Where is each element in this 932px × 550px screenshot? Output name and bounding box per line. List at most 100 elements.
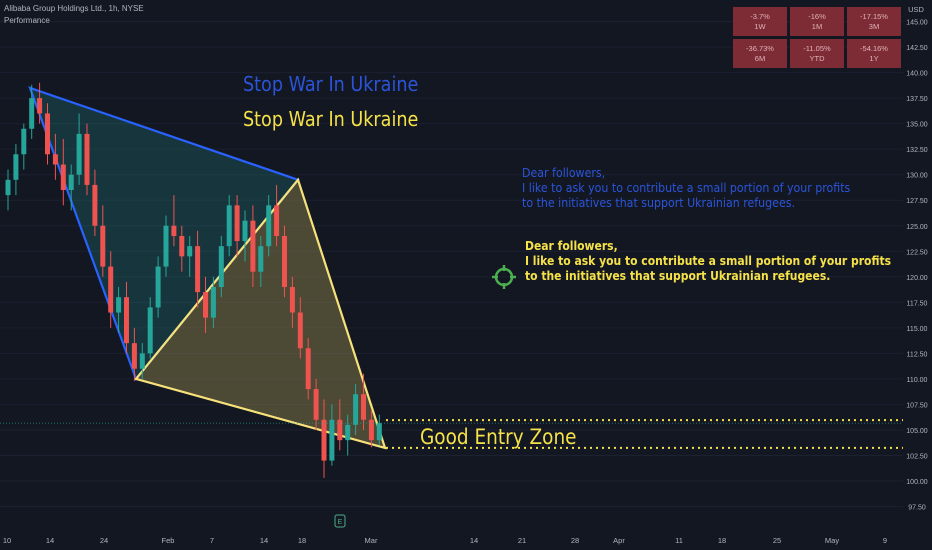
- candle-body: [45, 113, 50, 155]
- price-axis-bg: [903, 0, 932, 550]
- y-tick-label: 132.50: [906, 147, 928, 154]
- candle-body: [195, 246, 201, 293]
- candle-body: [242, 220, 248, 242]
- candle-body: [250, 220, 256, 272]
- candle-body: [289, 287, 295, 313]
- candle-body: [108, 266, 114, 313]
- candle-body: [68, 174, 74, 191]
- candle-body: [139, 353, 145, 369]
- x-tick-label: Mar: [365, 536, 378, 545]
- perf-period: 3M: [868, 21, 880, 31]
- message-yellow-line: to the initiatives that support Ukrainia…: [525, 268, 830, 283]
- candle-body: [147, 307, 153, 354]
- perf-period: 6M: [754, 53, 766, 63]
- perf-value: -17.15%: [860, 11, 888, 21]
- grid: [0, 21, 903, 508]
- indicator-label: Performance: [4, 16, 50, 25]
- x-tick-label: May: [825, 536, 839, 545]
- y-tick-label: 130.00: [906, 173, 928, 180]
- x-tick-label: 14: [260, 536, 268, 545]
- perf-value: -3.7%: [750, 11, 770, 21]
- x-tick-label: 7: [210, 536, 214, 545]
- y-tick-label: 102.50: [906, 453, 928, 460]
- message-blue-line: I like to ask you to contribute a small …: [522, 181, 850, 196]
- candle-body: [92, 184, 98, 226]
- x-tick-label: 9: [883, 536, 887, 545]
- candlesticks: [5, 82, 382, 478]
- candle-body: [266, 205, 272, 247]
- y-tick-label: 110.00: [907, 377, 928, 384]
- candle-body: [13, 154, 19, 180]
- y-tick-label: 142.50: [906, 45, 928, 52]
- perf-cell: -17.15% 3M: [847, 7, 901, 36]
- x-tick-label: 25: [773, 536, 781, 545]
- candle-body: [345, 424, 351, 441]
- y-tick-label: 125.00: [906, 224, 928, 231]
- x-tick-label: 18: [298, 536, 306, 545]
- event-marker-icon: [334, 514, 346, 528]
- title-blue: Stop War In Ukraine: [243, 74, 418, 96]
- triangle-patterns: [28, 86, 387, 450]
- perf-cell: -16% 1M: [790, 7, 844, 36]
- perf-period: 1M: [811, 21, 823, 31]
- candle-body: [60, 164, 66, 191]
- candle-body: [313, 389, 319, 420]
- perf-cell: -11.05% YTD: [790, 39, 844, 68]
- x-tick-label: 18: [718, 536, 726, 545]
- candle-body: [124, 297, 129, 344]
- candle-body: [329, 419, 335, 461]
- perf-cell: -54.16% 1Y: [847, 39, 901, 68]
- performance-table: -3.7% 1W -16% 1M -17.15% 3M -36.73% 6M -11.0…: [733, 7, 901, 68]
- y-tick-label: 100.00: [906, 479, 928, 486]
- perf-value: -54.16%: [860, 43, 888, 53]
- candle-body: [203, 292, 208, 318]
- title-yellow: Stop War In Ukraine: [243, 109, 418, 131]
- price-axis-unit: USD: [908, 5, 924, 14]
- y-tick-label: 140.00: [906, 71, 928, 78]
- message-yellow-line: I like to ask you to contribute a small …: [525, 253, 891, 268]
- perf-period: 1Y: [869, 53, 879, 63]
- candle-body: [376, 423, 382, 441]
- symbol-title: Alibaba Group Holdings Ltd., 1h, NYSE: [4, 4, 144, 13]
- x-tick-label: 14: [470, 536, 478, 545]
- candle-body: [234, 205, 240, 242]
- message-blue-line: Dear followers,: [522, 166, 605, 181]
- x-tick-label: 28: [571, 536, 579, 545]
- candle-body: [76, 133, 82, 175]
- x-tick-label: Feb: [162, 536, 175, 545]
- y-tick-label: 115.00: [907, 326, 928, 333]
- perf-cell: -36.73% 6M: [733, 39, 787, 68]
- candle-body: [368, 419, 374, 441]
- perf-value: -16%: [808, 11, 826, 21]
- perf-period: YTD: [809, 53, 825, 63]
- candle-body: [297, 312, 303, 349]
- candle-body: [116, 297, 122, 313]
- candle-body: [337, 419, 343, 441]
- candle-body: [218, 246, 224, 288]
- target-icon: [492, 265, 516, 289]
- candle-body: [258, 246, 264, 272]
- x-tick-label: 10: [3, 536, 11, 545]
- y-tick-label: 117.50: [907, 300, 928, 307]
- y-tick-label: 107.50: [906, 402, 928, 409]
- x-tick-label: 11: [675, 536, 683, 545]
- y-tick-label: 137.50: [906, 96, 928, 103]
- event-marker-label: E: [338, 519, 343, 526]
- y-tick-label: 97.50: [908, 505, 926, 512]
- candle-body: [361, 394, 366, 420]
- y-tick-label: 135.00: [906, 122, 928, 129]
- candle-body: [29, 98, 35, 129]
- candle-body: [282, 235, 287, 288]
- message-blue-line: to the initiatives that support Ukrainia…: [522, 196, 795, 211]
- candle-body: [187, 246, 193, 257]
- y-tick-label: 122.50: [906, 249, 928, 256]
- message-yellow-line: Dear followers,: [525, 238, 618, 253]
- candle-body: [163, 225, 169, 267]
- x-tick-label: Apr: [613, 536, 625, 545]
- candle-body: [100, 225, 106, 267]
- y-tick-label: 127.50: [906, 198, 928, 205]
- y-tick-label: 112.50: [907, 351, 928, 358]
- y-tick-label: 105.00: [906, 428, 928, 435]
- y-tick-label: 145.00: [906, 20, 928, 27]
